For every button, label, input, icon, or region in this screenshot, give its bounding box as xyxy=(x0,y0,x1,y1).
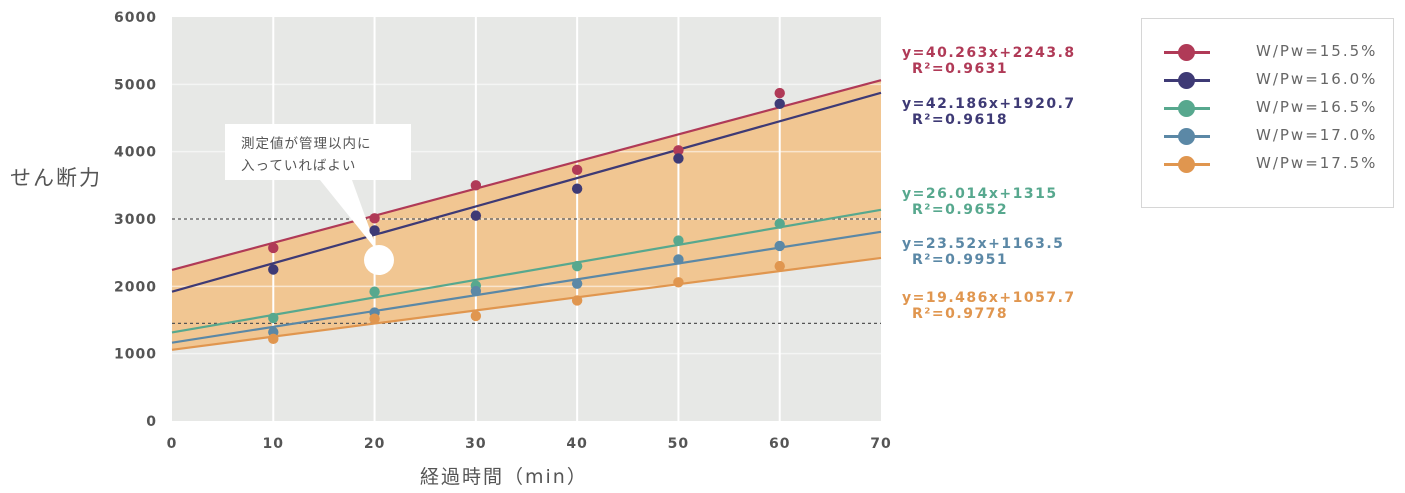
legend-item: W/Pw=16.0% xyxy=(1164,69,1384,91)
trend-line xyxy=(171,230,882,344)
data-point xyxy=(369,286,380,297)
data-point xyxy=(268,242,279,254)
x-tick-label: 70 xyxy=(870,436,891,452)
equation-text: y=19.486x+1057.7 xyxy=(902,290,1076,306)
equation-text: y=26.014x+1315 xyxy=(902,186,1058,202)
equation-label-15-5: y=40.263x+2243.8 R²=0.9631 xyxy=(902,45,1076,77)
legend-item: W/Pw=15.5% xyxy=(1164,41,1384,63)
data-point xyxy=(774,240,785,252)
data-point xyxy=(470,210,482,221)
data-point xyxy=(774,98,785,110)
x-tick-label: 10 xyxy=(263,436,284,452)
x-tick-label: 50 xyxy=(668,436,689,452)
trend-line xyxy=(171,79,882,271)
r2-text: R²=0.9652 xyxy=(912,202,1009,218)
data-point xyxy=(268,312,279,324)
control-band xyxy=(172,80,881,350)
equation-text: y=23.52x+1163.5 xyxy=(902,236,1065,252)
equation-label-16-0: y=42.186x+1920.7 R²=0.9618 xyxy=(902,96,1076,128)
data-point xyxy=(369,213,380,224)
legend-marker xyxy=(1178,128,1195,145)
x-axis-label: 経過時間（min） xyxy=(420,466,588,488)
x-tick-label: 60 xyxy=(769,436,790,452)
trend-line xyxy=(171,91,882,293)
data-point xyxy=(571,278,583,289)
y-axis-label: せん断力 xyxy=(10,166,102,190)
equation-text: y=42.186x+1920.7 xyxy=(902,96,1076,112)
legend-label: W/Pw=16.5% xyxy=(1256,98,1378,116)
annotation-line-1: 測定値が管理以内に xyxy=(241,136,372,152)
data-point xyxy=(268,333,279,345)
equation-label-17-5: y=19.486x+1057.7 R²=0.9778 xyxy=(902,290,1076,322)
annotation-callout: 測定値が管理以内に 入っていればよい xyxy=(225,124,411,180)
data-point xyxy=(774,260,785,272)
legend-item: W/Pw=16.5% xyxy=(1164,97,1384,119)
annotation-line-2: 入っていればよい xyxy=(241,158,357,174)
equation-text: y=40.263x+2243.8 xyxy=(902,45,1076,61)
legend-label: W/Pw=16.0% xyxy=(1256,70,1378,88)
legend-label: W/Pw=17.0% xyxy=(1256,126,1378,144)
data-point xyxy=(673,153,684,164)
y-tick-label: 2000 xyxy=(114,279,157,295)
data-point xyxy=(470,310,482,322)
data-point xyxy=(369,313,380,324)
data-point xyxy=(571,260,583,272)
x-tick-label: 40 xyxy=(566,436,587,452)
legend-item: W/Pw=17.5% xyxy=(1164,153,1384,175)
y-tick-label: 4000 xyxy=(114,145,157,161)
data-point xyxy=(470,180,482,191)
x-tick-label: 20 xyxy=(364,436,385,452)
data-point xyxy=(571,164,583,176)
data-point xyxy=(774,218,785,229)
data-point xyxy=(268,264,279,275)
r2-text: R²=0.9631 xyxy=(912,61,1009,77)
x-tick-label: 30 xyxy=(465,436,486,452)
callout-pointer xyxy=(320,180,378,252)
legend-label: W/Pw=15.5% xyxy=(1256,42,1378,60)
legend: W/Pw=15.5% W/Pw=16.0% W/Pw=16.5% W/Pw=17… xyxy=(1141,18,1394,208)
data-point xyxy=(470,285,482,297)
legend-marker xyxy=(1178,44,1195,61)
data-point xyxy=(673,277,684,288)
data-point xyxy=(673,235,684,246)
data-point xyxy=(673,254,684,265)
data-point xyxy=(673,145,684,156)
legend-marker xyxy=(1178,72,1195,89)
y-tick-label: 1000 xyxy=(114,347,157,363)
trend-line xyxy=(171,256,882,351)
equation-label-16-5: y=26.014x+1315 R²=0.9652 xyxy=(902,186,1058,218)
data-point xyxy=(571,295,583,306)
legend-item: W/Pw=17.0% xyxy=(1164,125,1384,147)
legend-marker xyxy=(1178,156,1195,173)
annotation-marker xyxy=(364,245,394,275)
equation-label-17-0: y=23.52x+1163.5 R²=0.9951 xyxy=(902,236,1064,268)
y-tick-label: 0 xyxy=(146,414,157,430)
x-tick-label: 0 xyxy=(167,436,178,452)
trend-line xyxy=(171,208,882,334)
y-tick-label: 6000 xyxy=(114,10,157,26)
legend-marker xyxy=(1178,100,1195,117)
y-tick-label: 5000 xyxy=(114,77,157,93)
r2-text: R²=0.9618 xyxy=(912,112,1009,128)
r2-text: R²=0.9778 xyxy=(912,306,1009,322)
legend-label: W/Pw=17.5% xyxy=(1256,154,1378,172)
data-point xyxy=(571,183,583,194)
r2-text: R²=0.9951 xyxy=(912,252,1009,268)
data-point xyxy=(774,87,785,99)
data-point xyxy=(369,225,380,236)
y-tick-label: 3000 xyxy=(114,212,157,228)
